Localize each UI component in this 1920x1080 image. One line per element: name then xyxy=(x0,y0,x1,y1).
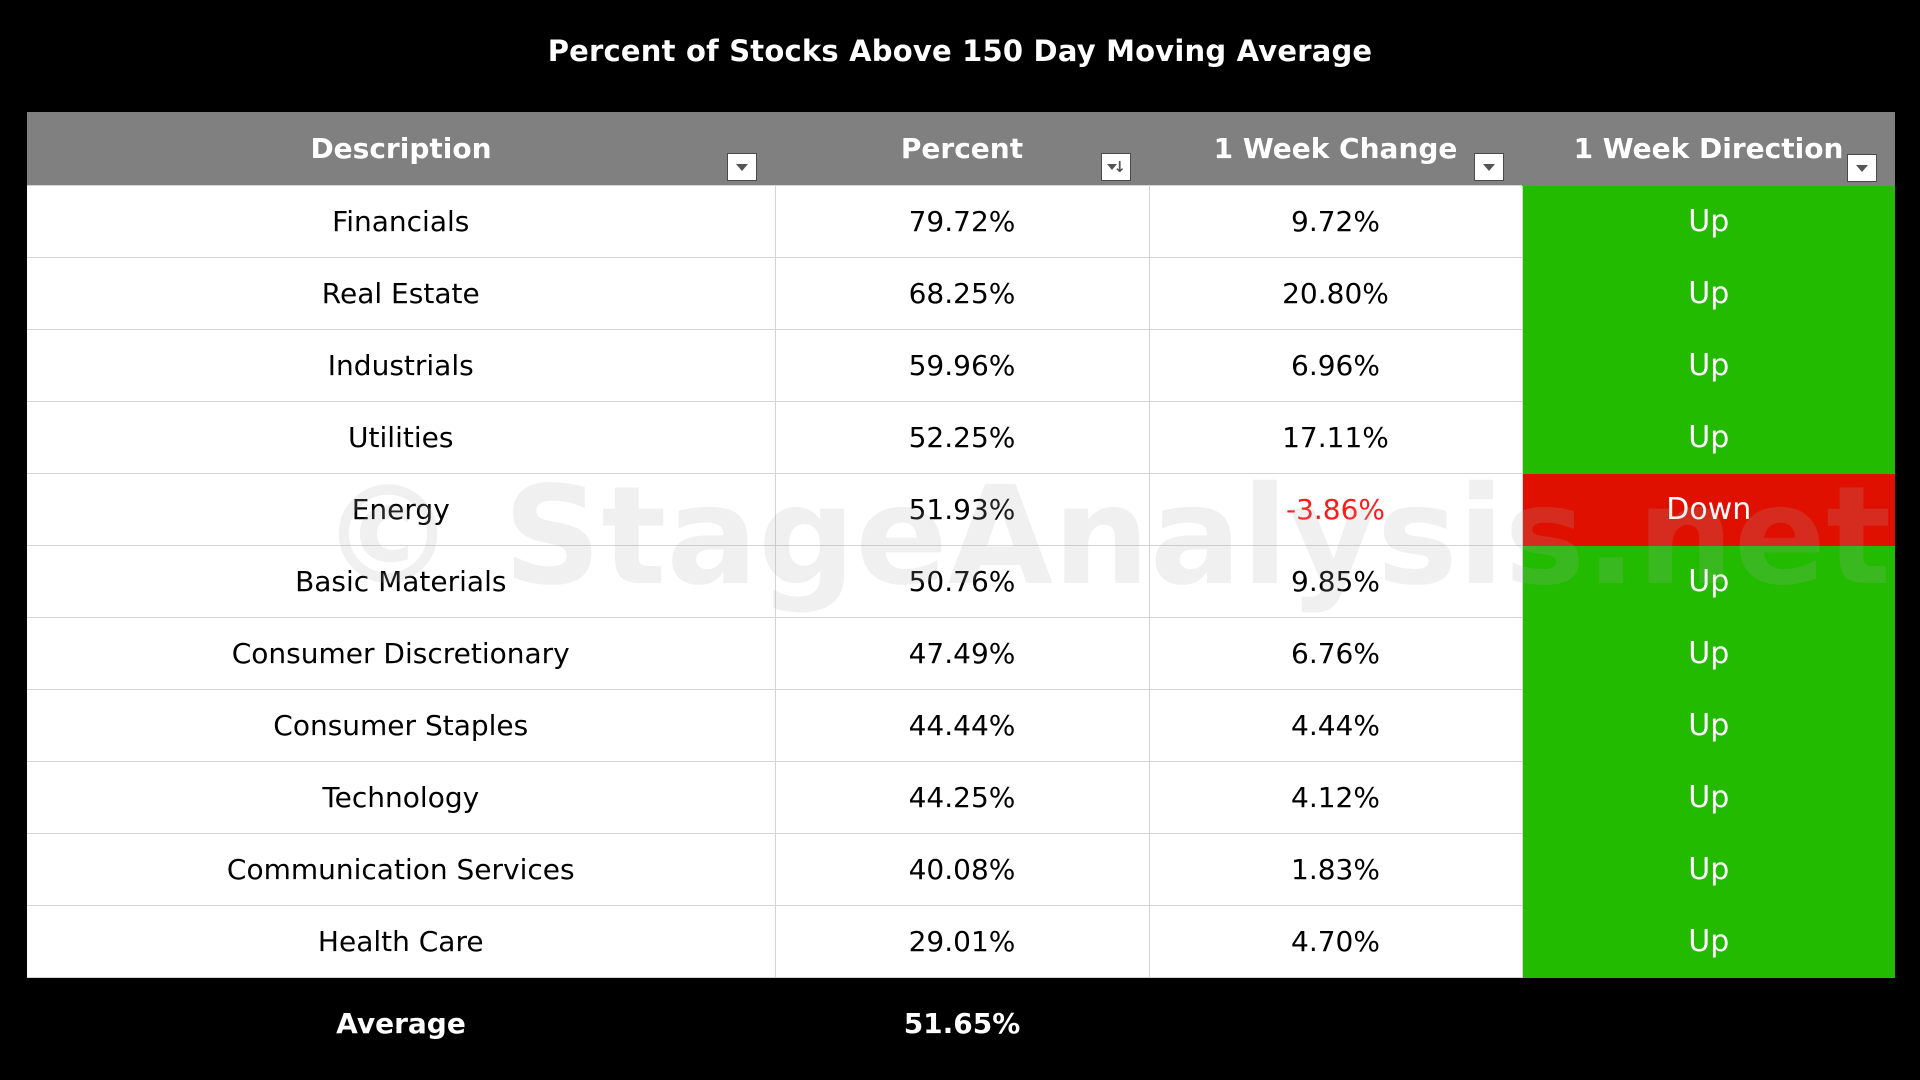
cell-change: 4.70% xyxy=(1149,905,1523,978)
cell-direction: Up xyxy=(1522,617,1895,690)
cell-direction: Up xyxy=(1522,833,1895,906)
cell-change: 1.83% xyxy=(1149,833,1523,906)
filter-dropdown-icon[interactable] xyxy=(1474,153,1504,181)
filter-dropdown-icon[interactable] xyxy=(1847,153,1877,182)
column-header-label: Description xyxy=(310,132,492,165)
cell-description: Communication Services xyxy=(27,833,776,906)
cell-change: 6.96% xyxy=(1149,329,1523,402)
cell-percent: 68.25% xyxy=(775,257,1150,330)
column-header-change: 1 Week Change xyxy=(1149,112,1522,186)
cell-change: 6.76% xyxy=(1149,617,1523,690)
table-row: Consumer Discretionary 47.49% 6.76% Up xyxy=(27,617,1895,690)
column-header-label: 1 Week Change xyxy=(1213,132,1458,165)
table-row: Industrials 59.96% 6.96% Up xyxy=(27,329,1895,402)
cell-description: Technology xyxy=(27,761,776,834)
cell-description: Consumer Discretionary xyxy=(27,617,776,690)
column-header-label: Percent xyxy=(900,132,1024,165)
cell-description: Basic Materials xyxy=(27,545,776,618)
cell-change: 4.44% xyxy=(1149,689,1523,762)
column-header-percent: Percent ↓ xyxy=(775,112,1149,186)
cell-percent: 51.93% xyxy=(775,473,1150,546)
table-body: Financials 79.72% 9.72% Up Real Estate 68.25%… xyxy=(27,185,1895,978)
data-table: Description Percent ↓ 1 Week Change 1 We… xyxy=(27,112,1895,1068)
cell-direction: Up xyxy=(1522,905,1895,978)
table-row: Financials 79.72% 9.72% Up xyxy=(27,185,1895,258)
cell-description: Financials xyxy=(27,185,776,258)
cell-change: 20.80% xyxy=(1149,257,1523,330)
chart-title: Percent of Stocks Above 150 Day Moving A… xyxy=(547,34,1373,68)
cell-change: 9.72% xyxy=(1149,185,1523,258)
table-row: Basic Materials 50.76% 9.85% Up xyxy=(27,545,1895,618)
cell-direction: Up xyxy=(1522,689,1895,762)
cell-direction: Up xyxy=(1522,761,1895,834)
cell-percent: 52.25% xyxy=(775,401,1150,474)
cell-description: Health Care xyxy=(27,905,776,978)
header-row: Description Percent ↓ 1 Week Change 1 We… xyxy=(27,112,1895,186)
cell-description: Industrials xyxy=(27,329,776,402)
cell-change: 4.12% xyxy=(1149,761,1523,834)
sort-descending-icon[interactable]: ↓ xyxy=(1101,153,1131,181)
cell-change: -3.86% xyxy=(1149,473,1523,546)
average-empty-cell xyxy=(1522,977,1895,1068)
filter-dropdown-icon[interactable] xyxy=(727,153,757,181)
cell-percent: 59.96% xyxy=(775,329,1150,402)
table-row: Technology 44.25% 4.12% Up xyxy=(27,761,1895,834)
cell-percent: 40.08% xyxy=(775,833,1150,906)
cell-description: Utilities xyxy=(27,401,776,474)
table-row: Real Estate 68.25% 20.80% Up xyxy=(27,257,1895,330)
cell-direction: Up xyxy=(1522,185,1895,258)
average-row: Average 51.65% xyxy=(27,977,1895,1068)
table-row: Energy 51.93% -3.86% Down xyxy=(27,473,1895,546)
cell-change: 9.85% xyxy=(1149,545,1523,618)
table-row: Consumer Staples 44.44% 4.44% Up xyxy=(27,689,1895,762)
cell-description: Consumer Staples xyxy=(27,689,776,762)
cell-percent: 47.49% xyxy=(775,617,1150,690)
average-empty-cell xyxy=(1149,977,1522,1068)
cell-percent: 50.76% xyxy=(775,545,1150,618)
cell-description: Energy xyxy=(27,473,776,546)
cell-percent: 44.25% xyxy=(775,761,1150,834)
cell-direction: Up xyxy=(1522,329,1895,402)
cell-change: 17.11% xyxy=(1149,401,1523,474)
cell-description: Real Estate xyxy=(27,257,776,330)
cell-direction: Up xyxy=(1522,401,1895,474)
table-row: Utilities 52.25% 17.11% Up xyxy=(27,401,1895,474)
column-header-description: Description xyxy=(27,112,775,186)
average-label: Average xyxy=(27,977,775,1068)
table-row: Communication Services 40.08% 1.83% Up xyxy=(27,833,1895,906)
cell-direction: Up xyxy=(1522,545,1895,618)
column-header-label: 1 Week Direction xyxy=(1573,132,1844,166)
cell-direction: Down xyxy=(1522,473,1895,546)
column-header-direction: 1 Week Direction xyxy=(1522,112,1895,186)
cell-percent: 79.72% xyxy=(775,185,1150,258)
cell-percent: 44.44% xyxy=(775,689,1150,762)
cell-percent: 29.01% xyxy=(775,905,1150,978)
table-row: Health Care 29.01% 4.70% Up xyxy=(27,905,1895,978)
average-percent: 51.65% xyxy=(775,977,1149,1068)
cell-direction: Up xyxy=(1522,257,1895,330)
